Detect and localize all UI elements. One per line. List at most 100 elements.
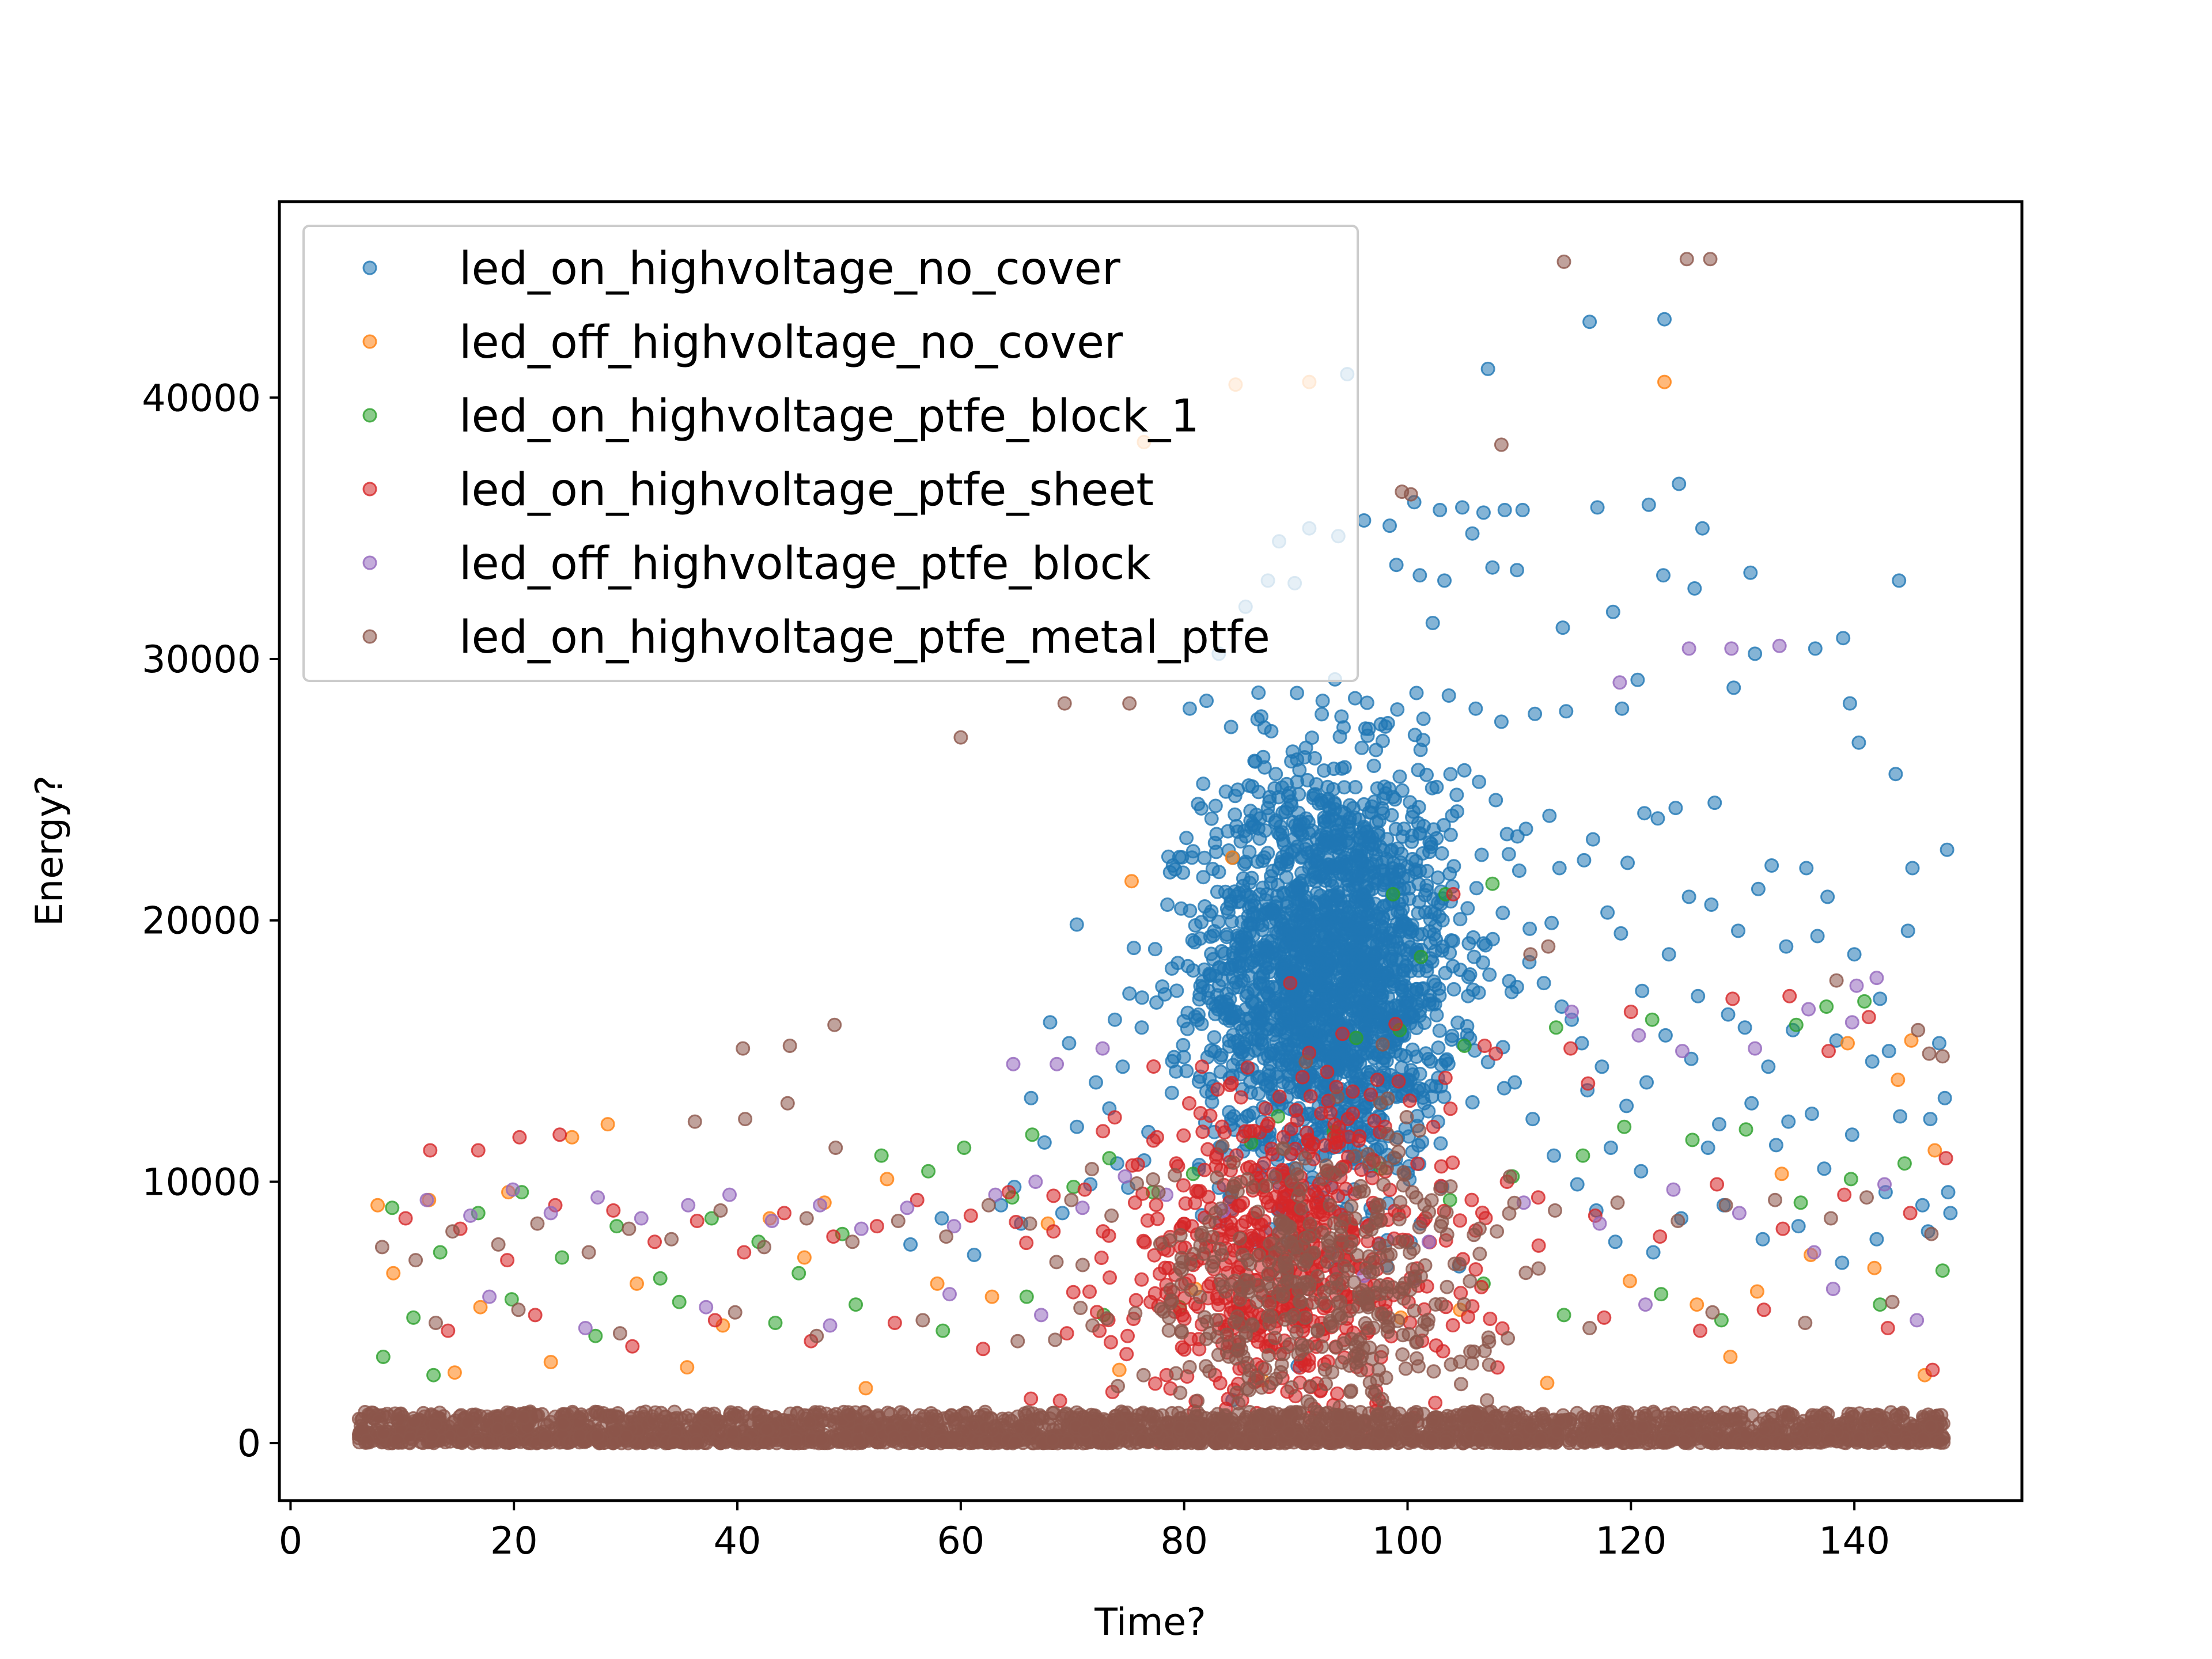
led_on_highvoltage_ptfe_block_1-point — [609, 1219, 624, 1234]
led_on_highvoltage_no_cover-point — [1169, 983, 1184, 998]
led_on_highvoltage_no_cover-point — [1865, 1054, 1880, 1069]
led_on_highvoltage_ptfe_block_1-point — [653, 1271, 668, 1286]
led_on_highvoltage_no_cover-point — [1411, 1138, 1426, 1153]
led_on_highvoltage_no_cover-point — [1634, 1164, 1649, 1179]
led_on_highvoltage_no_cover-point — [1646, 1245, 1661, 1260]
led_on_highvoltage_no_cover-point — [1445, 808, 1460, 823]
led_on_highvoltage_ptfe_sheet-point — [1210, 1082, 1225, 1097]
led_on_highvoltage_no_cover-point — [1707, 796, 1722, 810]
led_on_highvoltage_no_cover-point — [1202, 967, 1217, 981]
led_on_highvoltage_ptfe_sheet-point — [1710, 1177, 1725, 1192]
led_on_highvoltage_no_cover-point — [1290, 685, 1304, 700]
led_on_highvoltage_no_cover-point — [1245, 928, 1260, 943]
led_on_highvoltage_no_cover-point — [1368, 847, 1383, 862]
led_off_highvoltage_no_cover-point — [473, 1300, 488, 1315]
led_on_highvoltage_no_cover-point — [1208, 798, 1223, 813]
led_on_highvoltage_no_cover-point — [1820, 889, 1835, 904]
led_on_highvoltage_ptfe_block_1-point — [1102, 1151, 1117, 1166]
led_on_highvoltage_no_cover-point — [1345, 1069, 1360, 1084]
led_on_highvoltage_no_cover-point — [1412, 568, 1427, 583]
led_on_highvoltage_no_cover-point — [1242, 844, 1257, 859]
led_on_highvoltage_no_cover-point — [1213, 1050, 1228, 1065]
led_on_highvoltage_no_cover-point — [1403, 983, 1418, 998]
led_on_highvoltage_no_cover-point — [1378, 786, 1393, 801]
led_on_highvoltage_no_cover-point — [1515, 502, 1530, 517]
led_on_highvoltage_no_cover-point — [1371, 952, 1385, 967]
led_on_highvoltage_ptfe_sheet-point — [528, 1308, 543, 1323]
led_off_highvoltage_no_cover-point — [630, 1276, 644, 1291]
led_on_highvoltage_no_cover-point — [1134, 1020, 1149, 1035]
led_on_highvoltage_no_cover-point — [1641, 497, 1656, 512]
led_on_highvoltage_no_cover-point — [1869, 1232, 1884, 1247]
series-led_on_highvoltage_no_cover — [903, 312, 1958, 1408]
led_on_highvoltage_no_cover-point — [1330, 823, 1344, 838]
led_on_highvoltage_no_cover-point — [1232, 1017, 1247, 1031]
led_on_highvoltage_no_cover-point — [1303, 900, 1318, 915]
led_on_highvoltage_no_cover-point — [1230, 782, 1245, 797]
led_off_highvoltage_no_cover-point — [386, 1266, 401, 1281]
led_on_highvoltage_no_cover-point — [1251, 916, 1266, 931]
led_on_highvoltage_no_cover-point — [1446, 859, 1461, 874]
led_off_highvoltage_ptfe_block-point — [681, 1198, 696, 1213]
led_on_highvoltage_no_cover-point — [1126, 941, 1141, 956]
led_on_highvoltage_ptfe_sheet-point — [441, 1323, 456, 1338]
led_off_highvoltage_ptfe_block-point — [823, 1318, 838, 1333]
led_on_highvoltage_ptfe_block_1-point — [1617, 1119, 1632, 1134]
led_on_highvoltage_ptfe_sheet-point — [1346, 1107, 1360, 1121]
led_on_highvoltage_no_cover-point — [1635, 983, 1650, 998]
led_off_highvoltage_ptfe_block-point — [543, 1206, 558, 1221]
led_on_highvoltage_ptfe_sheet-point — [1140, 1213, 1155, 1228]
led_on_highvoltage_ptfe_sheet-point — [1024, 1391, 1039, 1406]
led_on_highvoltage_no_cover-point — [1089, 1075, 1103, 1090]
led_on_highvoltage_no_cover-point — [1260, 846, 1275, 861]
led_on_highvoltage_ptfe_sheet-point — [1283, 976, 1298, 991]
led_on_highvoltage_ptfe_sheet-point — [1209, 1150, 1224, 1165]
led_on_highvoltage_no_cover-point — [1277, 1007, 1292, 1022]
led_on_highvoltage_no_cover-point — [1881, 1044, 1896, 1059]
led_on_highvoltage_no_cover-point — [1494, 714, 1509, 729]
led_on_highvoltage_no_cover-point — [1335, 969, 1350, 984]
led_on_highvoltage_no_cover-point — [1205, 862, 1220, 876]
led_on_highvoltage_ptfe_sheet-point — [1182, 1096, 1196, 1111]
led_on_highvoltage_no_cover-point — [1510, 563, 1524, 578]
led_on_highvoltage_no_cover-point — [1194, 801, 1209, 816]
led_on_highvoltage_ptfe_sheet-point — [1222, 1078, 1237, 1093]
led_on_highvoltage_no_cover-point — [1313, 1029, 1328, 1044]
led_off_highvoltage_ptfe_block-point — [1772, 638, 1787, 653]
led_on_highvoltage_no_cover-point — [1748, 646, 1763, 661]
led_on_highvoltage_ptfe_sheet-point — [1837, 1187, 1852, 1202]
led_on_highvoltage_no_cover-point — [1536, 976, 1551, 991]
led_on_highvoltage_no_cover-point — [1368, 896, 1382, 911]
led_on_highvoltage_no_cover-point — [1779, 939, 1794, 954]
led_off_highvoltage_ptfe_block-point — [854, 1221, 869, 1236]
led_on_highvoltage_ptfe_sheet-point — [500, 1253, 515, 1268]
led_on_highvoltage_no_cover-point — [1350, 867, 1365, 882]
led_on_highvoltage_no_cover-point — [1305, 957, 1320, 972]
led_off_highvoltage_ptfe_block-point — [1075, 1200, 1090, 1215]
led_on_highvoltage_no_cover-point — [1547, 1148, 1561, 1163]
led_on_highvoltage_ptfe_sheet-point — [1402, 1093, 1417, 1108]
led_off_highvoltage_no_cover-point — [1867, 1260, 1882, 1275]
led_on_highvoltage_ptfe_sheet-point — [1046, 1224, 1061, 1239]
led_on_highvoltage_no_cover-point — [1354, 740, 1369, 755]
led_on_highvoltage_no_cover-point — [1284, 882, 1299, 897]
led_on_highvoltage_ptfe_sheet-point — [1320, 1065, 1335, 1080]
led_on_highvoltage_ptfe_sheet-point — [1103, 1270, 1117, 1285]
led_on_highvoltage_no_cover-point — [1279, 852, 1294, 867]
led_off_highvoltage_ptfe_block-point — [1806, 1245, 1821, 1260]
led_on_highvoltage_ptfe_sheet-point — [1445, 1318, 1460, 1333]
led_off_highvoltage_no_cover-point — [370, 1198, 385, 1213]
led_on_highvoltage_ptfe_sheet-point — [1283, 1122, 1298, 1137]
led_on_highvoltage_no_cover-point — [1726, 680, 1741, 695]
led_on_highvoltage_no_cover-point — [1657, 312, 1672, 327]
led_on_highvoltage_no_cover-point — [1206, 952, 1221, 967]
led_on_highvoltage_no_cover-point — [1755, 1232, 1770, 1247]
led_on_highvoltage_ptfe_sheet-point — [1756, 1302, 1771, 1317]
led_on_highvoltage_no_cover-point — [1298, 740, 1313, 755]
led_on_highvoltage_ptfe_sheet-point — [1295, 1070, 1310, 1085]
led_on_highvoltage_ptfe_block_1-point — [849, 1297, 863, 1312]
led_on_highvoltage_no_cover-point — [1389, 558, 1404, 573]
led_on_highvoltage_no_cover-point — [1224, 914, 1239, 929]
led_on_highvoltage_no_cover-point — [1403, 964, 1418, 979]
led_on_highvoltage_no_cover-point — [1239, 988, 1254, 1003]
